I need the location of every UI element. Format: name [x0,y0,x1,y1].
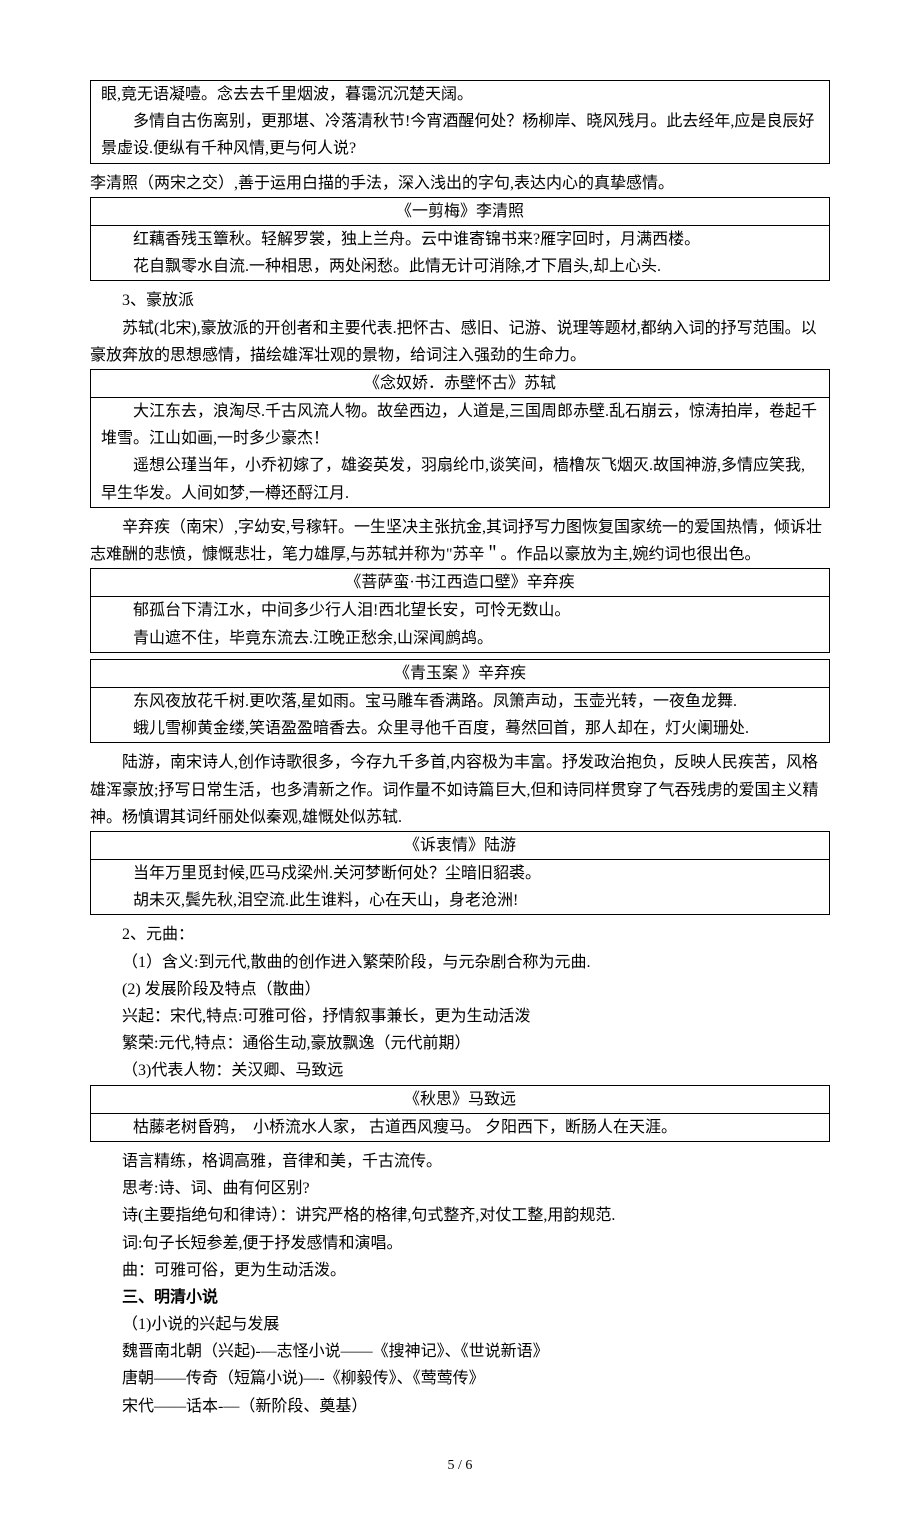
body-text: 苏轼(北宋),豪放派的开创者和主要代表.把怀古、感旧、记游、说理等题材,都纳入词… [90,315,830,369]
poem-box-mazhiyuan: 《秋思》马致远 枯藤老树昏鸦， 小桥流水人家， 古道西风瘦马。 夕阳西下，断肠人… [90,1085,830,1142]
body-text: (2) 发展阶段及特点（散曲） [90,976,830,1003]
body-text: 曲：可雅可俗，更为生动活泼。 [90,1257,830,1284]
poem-line: 枯藤老树昏鸦， 小桥流水人家， 古道西风瘦马。 夕阳西下，断肠人在天涯。 [91,1114,829,1141]
poem-line: 青山遮不住，毕竟东流去.江晚正愁余,山深闻鹧鸪。 [91,625,829,652]
poem-title: 《一剪梅》李清照 [91,198,829,226]
page: 眼,竟无语凝噎。念去去千里烟波，暮霭沉沉楚天阔。 多情自古伤离别，更那堪、冷落清… [0,0,920,1518]
poem-box-liqingzhao: 《一剪梅》李清照 红藕香残玉簟秋。轻解罗裳，独上兰舟。云中谁寄锦书来?雁字回时，… [90,197,830,282]
body-text: 魏晋南北朝（兴起)-—志怪小说——《搜神记》、《世说新语》 [90,1338,830,1365]
body-text: （3)代表人物：关汉卿、马致远 [90,1057,830,1084]
section-label: 3、豪放派 [90,287,830,314]
body-text: （1）含义:到元代,散曲的创作进入繁荣阶段，与元杂剧合称为元曲. [90,949,830,976]
body-text: 诗(主要指绝句和律诗）：讲究严格的格律,句式整齐,对仗工整,用韵规范. [90,1202,830,1229]
body-text: 辛弃疾（南宋）,字幼安,号稼轩。一生坚决主张抗金,其词抒写力图恢复国家统一的爱国… [90,514,830,568]
poem-line: 东风夜放花千树.更吹落,星如雨。宝马雕车香满路。凤箫声动，玉壶光转，一夜鱼龙舞. [91,688,829,715]
poem-line: 大江东去，浪淘尽.千古风流人物。故垒西边，人道是,三国周郎赤壁.乱石崩云，惊涛拍… [91,398,829,452]
body-text: 宋代——话本-—（新阶段、奠基） [90,1393,830,1420]
poem-box-sushi: 《念奴娇．赤壁怀古》苏轼 大江东去，浪淘尽.千古风流人物。故垒西边，人道是,三国… [90,369,830,508]
body-text: 陆游，南宋诗人,创作诗歌很多，今存九千多首,内容极为丰富。抒发政治抱负，反映人民… [90,749,830,831]
poem-box-xinqiji-2: 《青玉案 》辛弃疾 东风夜放花千树.更吹落,星如雨。宝马雕车香满路。凤箫声动，玉… [90,659,830,744]
poem-title: 《念奴娇．赤壁怀古》苏轼 [91,370,829,398]
body-text: 李清照（两宋之交）,善于运用白描的手法，深入浅出的字句,表达内心的真挚感情。 [90,170,830,197]
poem-box-xinqiji-1: 《菩萨蛮·书江西造口壁》辛弃疾 郁孤台下清江水，中间多少行人泪!西北望长安，可怜… [90,568,830,653]
poem-line: 红藕香残玉簟秋。轻解罗裳，独上兰舟。云中谁寄锦书来?雁字回时，月满西楼。 [91,226,829,253]
body-text: 唐朝——传奇（短篇小说)—-《柳毅传》、《莺莺传》 [90,1365,830,1392]
poem-line: 胡未灭,鬓先秋,泪空流.此生谁料，心在天山，身老沧洲! [91,887,829,914]
poem-line: 多情自古伤离别，更那堪、冷落清秋节!今宵酒醒何处？杨柳岸、晓风残月。此去经年,应… [91,108,829,162]
poem-box-luyou: 《诉衷情》陆游 当年万里觅封候,匹马戍梁州.关河梦断何处？尘暗旧貂裘。 胡未灭,… [90,831,830,916]
poem-title: 《诉衷情》陆游 [91,832,829,860]
body-text: 兴起：宋代,特点:可雅可俗，抒情叙事兼长，更为生动活泼 [90,1003,830,1030]
poem-line: 遥想公瑾当年，小乔初嫁了，雄姿英发，羽扇纶巾,谈笑间，樯橹灰飞烟灭.故国神游,多… [91,452,829,506]
poem-box-liuyong: 眼,竟无语凝噎。念去去千里烟波，暮霭沉沉楚天阔。 多情自古伤离别，更那堪、冷落清… [90,80,830,164]
body-text: 繁荣:元代,特点：通俗生动,豪放飘逸（元代前期） [90,1030,830,1057]
poem-line: 当年万里觅封候,匹马戍梁州.关河梦断何处？尘暗旧貂裘。 [91,860,829,887]
heading-mingqing: 三、明清小说 [90,1284,830,1311]
poem-title: 《菩萨蛮·书江西造口壁》辛弃疾 [91,569,829,597]
poem-title: 《秋思》马致远 [91,1086,829,1114]
body-text: 词:句子长短参差,便于抒发感情和演唱。 [90,1230,830,1257]
poem-line: 眼,竟无语凝噎。念去去千里烟波，暮霭沉沉楚天阔。 [91,81,829,108]
poem-title: 《青玉案 》辛弃疾 [91,660,829,688]
page-number: 5 / 6 [90,1454,830,1478]
poem-line: 郁孤台下清江水，中间多少行人泪!西北望长安，可怜无数山。 [91,597,829,624]
poem-line: 蛾儿雪柳黄金缕,笑语盈盈暗香去。众里寻他千百度，蓦然回首，那人却在，灯火阑珊处. [91,715,829,742]
section-label: 2、元曲： [90,921,830,948]
poem-line: 花自飘零水自流.一种相思，两处闲愁。此情无计可消除,才下眉头,却上心头. [91,253,829,280]
body-text: 语言精练，格调高雅，音律和美，千古流传。 [90,1148,830,1175]
body-text: （1)小说的兴起与发展 [90,1311,830,1338]
body-text: 思考:诗、词、曲有何区别? [90,1175,830,1202]
